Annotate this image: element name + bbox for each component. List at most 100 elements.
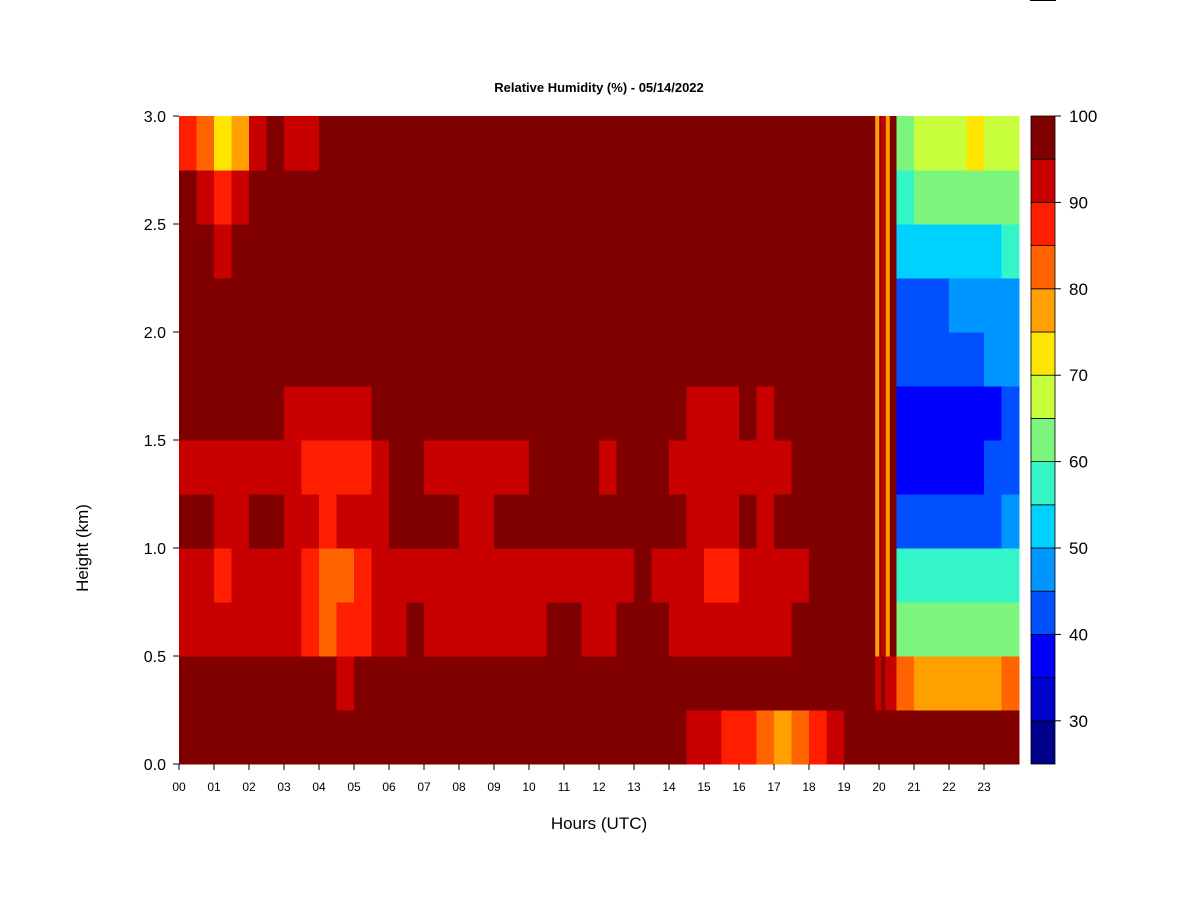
- heatmap-cell: [581, 602, 600, 657]
- colorbar-swatch: [1030, 461, 1056, 506]
- heatmap-cell: [476, 548, 495, 603]
- heatmap-cell: [669, 170, 687, 225]
- heatmap-cell: [266, 116, 285, 171]
- heatmap-cell: [756, 548, 775, 603]
- heatmap-cell: [511, 656, 530, 711]
- heatmap-cell: [284, 710, 302, 765]
- heatmap-cell: [931, 602, 950, 657]
- heatmap-cell: [599, 602, 617, 657]
- heatmap-cell: [266, 494, 285, 549]
- heatmap-cell: [704, 440, 722, 495]
- colorbar-swatch: [1030, 720, 1056, 765]
- heatmap-cell: [966, 494, 985, 549]
- heatmap-cell: [599, 116, 617, 171]
- heatmap-cell: [984, 116, 1002, 171]
- heatmap-cell: [249, 548, 267, 603]
- heatmap-cell: [616, 224, 635, 279]
- heatmap-cell: [459, 548, 477, 603]
- heatmap-cell: [774, 440, 792, 495]
- heatmap-cell: [896, 710, 915, 765]
- heatmap-cell: [231, 602, 250, 657]
- x-tick-label: 18: [802, 780, 816, 794]
- heatmap-cell: [371, 224, 390, 279]
- heatmap-cell: [371, 710, 390, 765]
- heatmap-cell: [599, 278, 617, 333]
- heatmap-cell: [791, 494, 810, 549]
- heatmap-cell: [721, 602, 740, 657]
- heatmap-cell: [686, 116, 705, 171]
- colorbar-swatch: [1030, 158, 1056, 203]
- heatmap-cell: [319, 710, 337, 765]
- heatmap-cell: [529, 332, 547, 387]
- heatmap-cell: [459, 170, 477, 225]
- heatmap-cell: [669, 116, 687, 171]
- colorbar-swatch: [1030, 417, 1056, 462]
- heatmap-cell: [651, 494, 670, 549]
- heatmap-cell: [301, 602, 320, 657]
- heatmap-cell: [564, 494, 582, 549]
- heatmap-cell: [511, 440, 530, 495]
- heatmap-cell: [1001, 386, 1020, 441]
- heatmap-cell: [914, 170, 932, 225]
- heatmap-cell: [406, 224, 425, 279]
- heatmap-cell: [336, 440, 355, 495]
- heatmap-cell: [861, 224, 880, 279]
- heatmap-cell: [721, 548, 740, 603]
- heatmap-cell: [266, 710, 285, 765]
- heatmap-cell: [179, 332, 197, 387]
- heatmap-cell: [896, 548, 915, 603]
- heatmap-narrow-cell: [881, 386, 886, 441]
- heatmap-cell: [266, 224, 285, 279]
- heatmap-cell: [931, 656, 950, 711]
- heatmap-cell: [406, 656, 425, 711]
- colorbar-tick-label: 80: [1069, 280, 1088, 299]
- heatmap-cell: [844, 602, 862, 657]
- heatmap-cell: [266, 332, 285, 387]
- heatmap-cell: [669, 710, 687, 765]
- heatmap-cell: [529, 548, 547, 603]
- heatmap-cell: [476, 332, 495, 387]
- heatmap-cell: [494, 332, 512, 387]
- heatmap-cell: [371, 386, 390, 441]
- heatmap-cell: [809, 710, 827, 765]
- heatmap-cell: [704, 386, 722, 441]
- heatmap-cell: [179, 710, 197, 765]
- heatmap-cell: [196, 710, 215, 765]
- heatmap-cells: [179, 116, 1020, 765]
- heatmap-cell: [826, 332, 845, 387]
- heatmap-cell: [914, 278, 932, 333]
- heatmap-cell: [914, 548, 932, 603]
- heatmap-cell: [476, 170, 495, 225]
- heatmap-cell: [476, 278, 495, 333]
- heatmap-cell: [914, 656, 932, 711]
- heatmap-cell: [616, 494, 635, 549]
- heatmap-narrow-cell: [875, 548, 880, 603]
- heatmap-cell: [914, 386, 932, 441]
- heatmap-cell: [739, 548, 757, 603]
- colorbar-swatch: [1030, 288, 1056, 333]
- heatmap-cell: [214, 278, 232, 333]
- heatmap-cell: [1001, 494, 1020, 549]
- heatmap-cell: [179, 602, 197, 657]
- heatmap-cell: [529, 278, 547, 333]
- heatmap-cell: [179, 440, 197, 495]
- heatmap-cell: [756, 116, 775, 171]
- heatmap-cell: [896, 656, 915, 711]
- heatmap-cell: [651, 710, 670, 765]
- heatmap-cell: [406, 440, 425, 495]
- heatmap-cell: [459, 278, 477, 333]
- heatmap-cell: [354, 656, 372, 711]
- heatmap-cell: [476, 710, 495, 765]
- heatmap-narrow-cell: [875, 116, 880, 171]
- heatmap-cell: [424, 548, 442, 603]
- heatmap-cell: [476, 440, 495, 495]
- heatmap-narrow-cell: [885, 116, 890, 171]
- heatmap-cell: [441, 170, 460, 225]
- heatmap-cell: [861, 602, 880, 657]
- heatmap-cell: [721, 386, 740, 441]
- heatmap-cell: [284, 656, 302, 711]
- heatmap-cell: [844, 224, 862, 279]
- heatmap-cell: [249, 656, 267, 711]
- heatmap-cell: [704, 602, 722, 657]
- heatmap-cell: [651, 386, 670, 441]
